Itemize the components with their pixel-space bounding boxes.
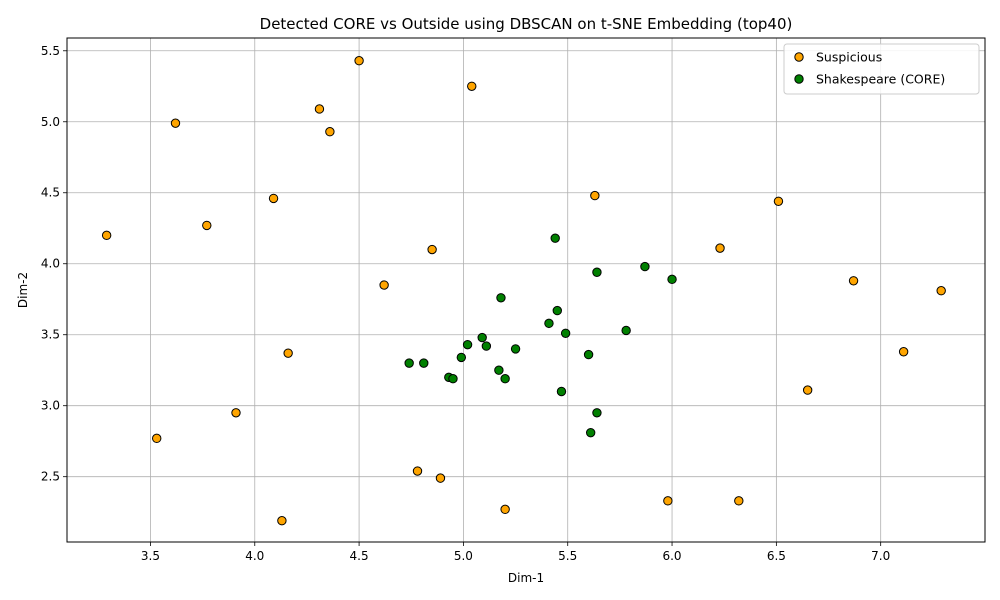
suspicious-point (354, 56, 364, 66)
grid-lines (67, 38, 985, 542)
suspicious-point (170, 118, 181, 128)
core-point (592, 267, 602, 277)
suspicious-point (101, 230, 112, 241)
suspicious-point (202, 220, 212, 231)
core-point (583, 349, 594, 360)
plot-frame (66, 37, 986, 543)
legend-entry: Suspicious (816, 50, 882, 65)
suspicious-point (379, 280, 389, 290)
x-axis-label: Dim-1 (508, 571, 544, 585)
core-point (494, 365, 504, 375)
core-point (462, 339, 473, 350)
y-tick-label: 5.0 (41, 115, 60, 129)
suspicious-point (152, 433, 162, 444)
suspicious-point (773, 196, 784, 206)
x-tick-label: 3.5 (141, 549, 160, 563)
core-point (621, 325, 631, 336)
core-point (419, 358, 429, 368)
suspicious-point (500, 504, 510, 515)
core-point (550, 233, 560, 243)
legend-marker (794, 74, 804, 84)
core-point (640, 261, 650, 272)
chart-title: Detected CORE vs Outside using DBSCAN on… (260, 15, 793, 33)
x-tick-label: 6.5 (767, 549, 786, 563)
legend: Suspicious Shakespeare (CORE) (783, 43, 980, 95)
y-tick-label: 4.0 (41, 257, 60, 271)
core-point (592, 408, 602, 418)
core-point (667, 274, 677, 285)
suspicious-point (314, 104, 325, 114)
suspicious-point (277, 516, 287, 526)
core-point (404, 358, 414, 368)
x-tick-label: 5.0 (454, 549, 473, 563)
suspicious-point (802, 385, 813, 395)
core-point (456, 352, 467, 363)
core-point (510, 344, 521, 354)
suspicious-point (467, 81, 477, 91)
suspicious-point (268, 193, 279, 204)
legend-marker (794, 52, 804, 62)
suspicious-point (427, 244, 437, 255)
y-tick-label: 3.5 (41, 328, 60, 342)
x-tick-label: 4.0 (245, 549, 264, 563)
data-points (101, 56, 946, 526)
y-tick-label: 5.5 (41, 44, 60, 58)
core-point (477, 332, 487, 343)
core-point (556, 386, 567, 397)
x-tick-label: 4.5 (350, 549, 369, 563)
suspicious-point (325, 127, 335, 137)
suspicious-point (283, 348, 293, 358)
core-point (552, 305, 562, 316)
legend-box (783, 43, 980, 95)
core-point (500, 374, 510, 384)
core-point (481, 341, 492, 351)
x-tick-label: 6.0 (662, 549, 681, 563)
suspicious-point (412, 466, 423, 476)
y-tick-label: 2.5 (41, 470, 60, 484)
suspicious-point (936, 286, 946, 296)
suspicious-point (590, 190, 600, 201)
suspicious-point (848, 276, 859, 286)
core-point (560, 328, 571, 339)
suspicious-point (734, 496, 744, 506)
axis-ticks: 3.5 4.0 4.5 5.0 5.5 6.0 6.5 7.0 2.5 3.0 3.5 4.0 4.5 5… (41, 44, 890, 563)
suspicious-point (898, 347, 909, 357)
core-point (544, 318, 554, 329)
suspicious-point (663, 496, 673, 506)
suspicious-point (715, 243, 725, 253)
x-tick-label: 5.5 (558, 549, 577, 563)
legend-entry: Shakespeare (CORE) (816, 72, 945, 87)
core-point (496, 293, 506, 303)
y-tick-label: 4.5 (41, 186, 60, 200)
core-point (585, 427, 596, 438)
y-axis-label: Dim-2 (16, 272, 30, 308)
suspicious-point (231, 408, 241, 418)
suspicious-point (435, 473, 446, 483)
y-tick-label: 3.0 (41, 399, 60, 413)
core-point (448, 374, 458, 384)
x-tick-label: 7.0 (871, 549, 890, 563)
